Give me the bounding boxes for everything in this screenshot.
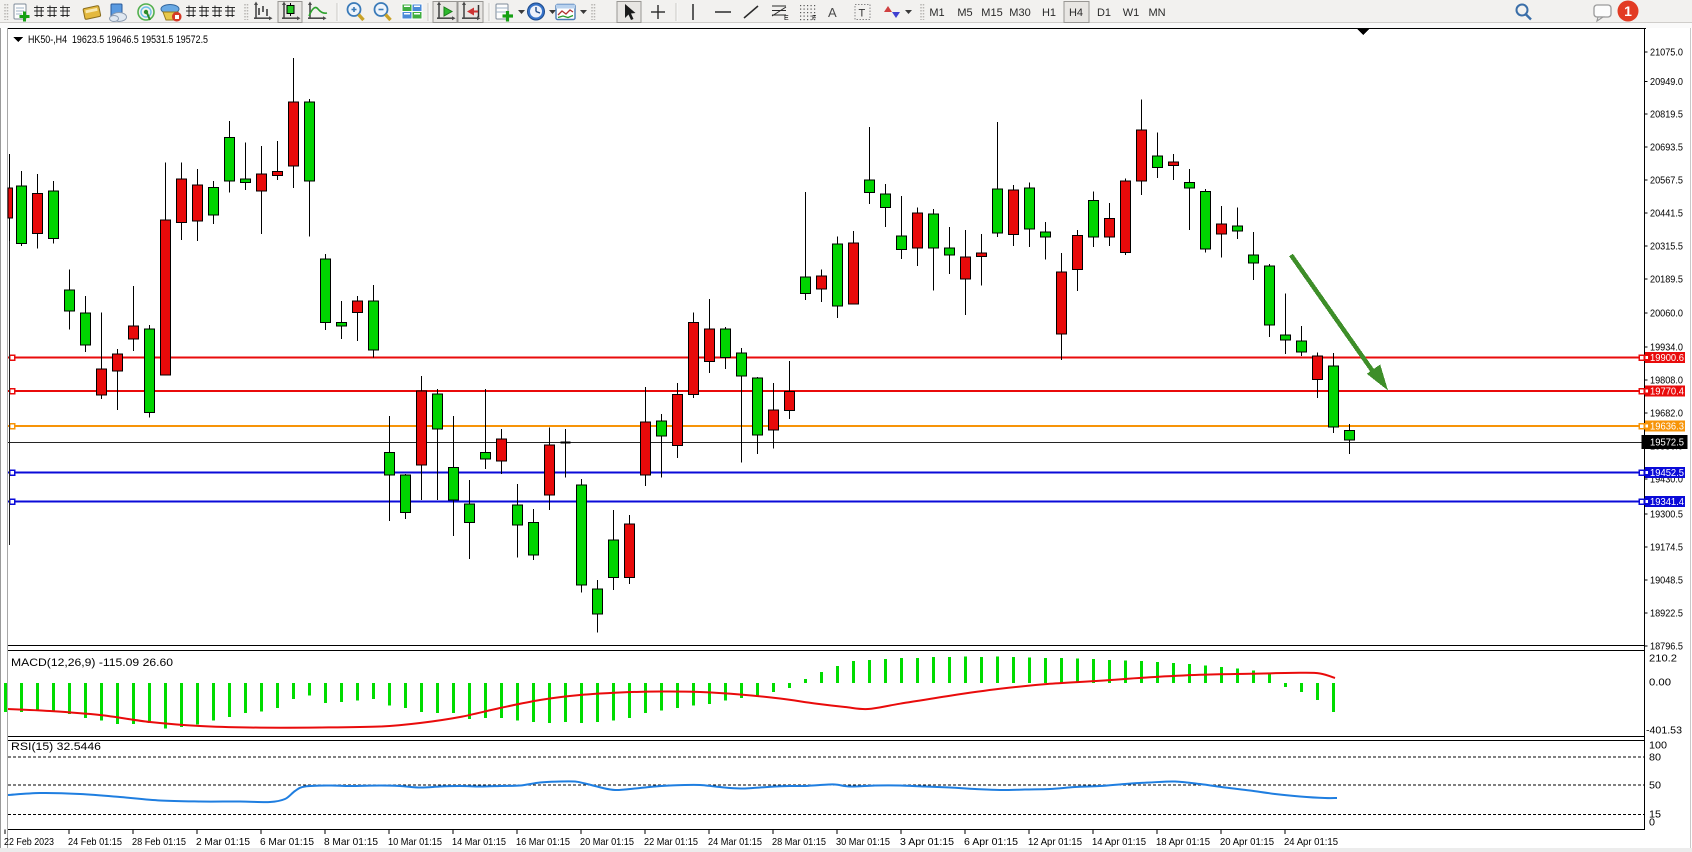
svg-text:14 Mar 01:15: 14 Mar 01:15 — [452, 836, 506, 848]
svg-text:19808.0: 19808.0 — [1650, 375, 1683, 387]
svg-text:20567.5: 20567.5 — [1650, 175, 1683, 187]
svg-text:210.2: 210.2 — [1649, 653, 1677, 665]
svg-text:3 Apr 01:15: 3 Apr 01:15 — [900, 836, 954, 848]
svg-text:M15: M15 — [981, 7, 1002, 19]
svg-text:1: 1 — [1624, 3, 1632, 19]
svg-text:RSI(15) 32.5446: RSI(15) 32.5446 — [11, 741, 101, 753]
svg-text:12 Apr 01:15: 12 Apr 01:15 — [1028, 836, 1082, 848]
svg-text:-401.53: -401.53 — [1646, 725, 1682, 737]
svg-text:19900.6: 19900.6 — [1650, 352, 1684, 364]
svg-text:H4: H4 — [1069, 7, 1083, 19]
svg-text:20189.5: 20189.5 — [1650, 274, 1683, 286]
svg-text:19636.3: 19636.3 — [1650, 421, 1684, 433]
svg-text:24 Mar 01:15: 24 Mar 01:15 — [708, 836, 762, 848]
svg-text:19682.0: 19682.0 — [1650, 408, 1683, 420]
svg-text:MN: MN — [1148, 7, 1165, 19]
svg-text:22 Feb 2023: 22 Feb 2023 — [4, 836, 54, 848]
svg-text:19174.5: 19174.5 — [1650, 542, 1683, 554]
svg-text:20 Mar 01:15: 20 Mar 01:15 — [580, 836, 634, 848]
svg-text:19934.0: 19934.0 — [1650, 342, 1683, 354]
svg-text:8 Mar 01:15: 8 Mar 01:15 — [324, 836, 378, 848]
svg-text:2 Mar 01:15: 2 Mar 01:15 — [196, 836, 250, 848]
svg-text:10 Mar 01:15: 10 Mar 01:15 — [388, 836, 442, 848]
svg-text:80: 80 — [1649, 752, 1661, 764]
svg-text:16 Mar 01:15: 16 Mar 01:15 — [516, 836, 570, 848]
svg-text:19770.4: 19770.4 — [1650, 386, 1684, 398]
svg-text:0.00: 0.00 — [1649, 677, 1671, 689]
svg-text:19300.5: 19300.5 — [1650, 509, 1683, 521]
svg-text:19572.5: 19572.5 — [1650, 437, 1684, 449]
svg-text:M30: M30 — [1009, 7, 1030, 19]
svg-text:20 Apr 01:15: 20 Apr 01:15 — [1220, 836, 1274, 848]
svg-text:A: A — [828, 5, 837, 20]
svg-text:20060.0: 20060.0 — [1650, 308, 1683, 320]
svg-text:M1: M1 — [929, 7, 944, 19]
svg-text:W1: W1 — [1123, 7, 1140, 19]
svg-text:20949.0: 20949.0 — [1650, 76, 1683, 88]
svg-text:14 Apr 01:15: 14 Apr 01:15 — [1092, 836, 1146, 848]
svg-text:28 Feb 01:15: 28 Feb 01:15 — [132, 836, 186, 848]
svg-text:6 Mar 01:15: 6 Mar 01:15 — [260, 836, 314, 848]
svg-text:D1: D1 — [1097, 7, 1111, 19]
svg-text:21075.0: 21075.0 — [1650, 47, 1683, 59]
svg-text:30 Mar 01:15: 30 Mar 01:15 — [836, 836, 890, 848]
svg-text:HK50-,H4 19623.5 19646.5 1953: HK50-,H4 19623.5 19646.5 19531.5 19572.5 — [28, 34, 208, 46]
svg-text:20441.5: 20441.5 — [1650, 208, 1683, 220]
svg-text:18 Apr 01:15: 18 Apr 01:15 — [1156, 836, 1210, 848]
svg-text:T: T — [859, 8, 866, 20]
svg-text:19048.5: 19048.5 — [1650, 575, 1683, 587]
svg-text:E: E — [784, 15, 789, 22]
svg-text:MACD(12,26,9) -115.09 26.60: MACD(12,26,9) -115.09 26.60 — [11, 657, 173, 669]
svg-text:20315.5: 20315.5 — [1650, 241, 1683, 253]
svg-text:50: 50 — [1649, 780, 1661, 792]
svg-text:100: 100 — [1649, 740, 1667, 752]
svg-text:22 Mar 01:15: 22 Mar 01:15 — [644, 836, 698, 848]
svg-text:18796.5: 18796.5 — [1650, 641, 1683, 653]
svg-text:18922.5: 18922.5 — [1650, 608, 1683, 620]
svg-text:24 Apr 01:15: 24 Apr 01:15 — [1284, 836, 1338, 848]
svg-text:20693.5: 20693.5 — [1650, 142, 1683, 154]
svg-text:0: 0 — [1649, 817, 1655, 829]
svg-text:15: 15 — [1649, 809, 1661, 821]
svg-text:F: F — [812, 15, 816, 22]
svg-text:24 Feb 01:15: 24 Feb 01:15 — [68, 836, 122, 848]
svg-text:19341.4: 19341.4 — [1650, 496, 1684, 508]
svg-text:M5: M5 — [957, 7, 972, 19]
svg-text:28 Mar 01:15: 28 Mar 01:15 — [772, 836, 826, 848]
svg-text:H1: H1 — [1042, 7, 1056, 19]
svg-text:20819.5: 20819.5 — [1650, 109, 1683, 121]
svg-text:6 Apr 01:15: 6 Apr 01:15 — [964, 836, 1018, 848]
svg-text:19452.5: 19452.5 — [1650, 467, 1684, 479]
